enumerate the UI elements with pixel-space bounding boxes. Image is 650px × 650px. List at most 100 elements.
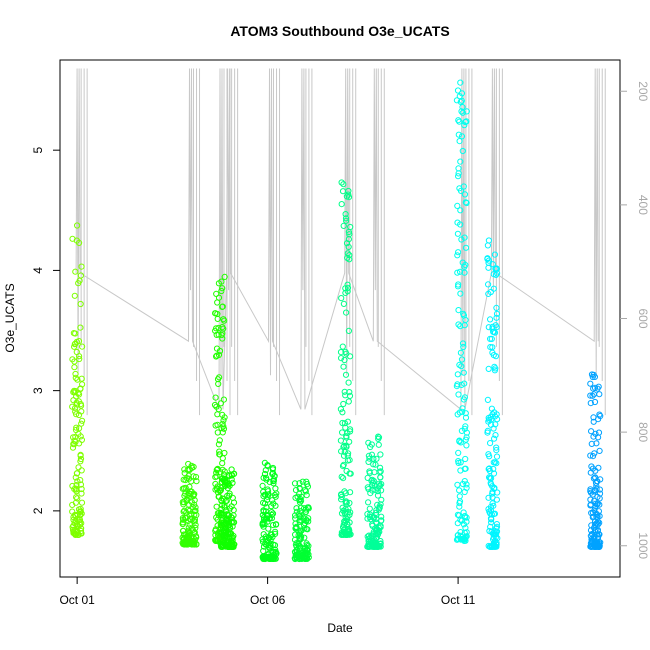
data-point — [261, 459, 268, 466]
data-point — [292, 531, 299, 538]
data-point — [338, 201, 345, 208]
data-point — [340, 222, 347, 229]
data-point — [596, 531, 603, 538]
data-point — [456, 409, 463, 416]
data-point — [270, 480, 277, 487]
data-point — [212, 474, 219, 481]
data-point — [338, 473, 345, 480]
data-point — [342, 525, 349, 532]
data-point — [304, 526, 311, 533]
data-point — [219, 303, 226, 310]
data-point — [71, 387, 78, 394]
data-point — [78, 420, 85, 427]
data-point — [75, 464, 82, 471]
data-point — [345, 243, 352, 250]
x-tick-label: Oct 11 — [441, 593, 476, 607]
data-point — [271, 473, 278, 480]
data-point — [182, 484, 189, 491]
data-point — [596, 501, 603, 508]
data-point — [588, 428, 595, 435]
data-point — [342, 490, 349, 497]
data-point — [78, 408, 85, 415]
data-point — [297, 554, 304, 561]
y2-tick-label: 1000 — [636, 532, 650, 559]
pressure-trace — [75, 68, 606, 416]
data-point — [69, 501, 76, 508]
data-point — [377, 451, 384, 458]
data-point — [461, 191, 469, 198]
data-point — [458, 90, 466, 97]
data-point — [301, 525, 308, 532]
data-point — [370, 455, 377, 462]
y2-tick-label: 400 — [636, 195, 650, 215]
data-point — [265, 488, 272, 495]
data-point — [342, 371, 350, 378]
data-point — [260, 493, 267, 500]
data-point — [461, 322, 468, 329]
data-point — [455, 173, 462, 180]
data-point — [462, 524, 469, 532]
data-point — [342, 289, 349, 296]
data-point — [213, 331, 220, 338]
y2-tick-label: 800 — [636, 422, 650, 442]
y-axis-label: O3e_UCATS — [3, 283, 17, 352]
data-point — [185, 517, 192, 525]
data-point — [365, 486, 372, 493]
data-point — [587, 489, 595, 496]
data-point — [292, 487, 300, 494]
data-point — [487, 288, 494, 296]
data-point — [347, 489, 354, 496]
data-point — [461, 122, 468, 129]
data-point — [77, 455, 85, 463]
data-point — [456, 118, 463, 125]
data-point — [259, 512, 266, 519]
data-point — [492, 271, 500, 278]
data-points — [69, 79, 604, 563]
data-point — [338, 295, 345, 302]
data-point — [369, 522, 376, 530]
data-point — [493, 453, 501, 460]
data-point — [459, 147, 466, 155]
data-point — [69, 235, 76, 242]
data-point — [372, 519, 380, 526]
data-point — [484, 396, 491, 403]
data-point — [216, 437, 223, 444]
data-point — [295, 542, 302, 549]
data-point — [69, 444, 77, 451]
data-point — [588, 440, 595, 447]
chart-title: ATOM3 Southbound O3e_UCATS — [230, 23, 449, 39]
y-tick-label: 2 — [31, 507, 45, 514]
data-point — [269, 464, 277, 472]
data-point — [265, 525, 272, 532]
data-point — [492, 322, 499, 329]
data-point — [456, 268, 464, 275]
data-point — [463, 199, 470, 207]
data-point — [187, 539, 194, 546]
data-point — [596, 391, 603, 398]
data-point — [454, 252, 461, 259]
data-point — [223, 542, 230, 549]
data-point — [72, 408, 79, 415]
data-point — [229, 542, 236, 549]
data-point — [595, 521, 602, 528]
data-point — [268, 511, 275, 519]
data-point — [462, 118, 469, 126]
data-point — [590, 418, 597, 425]
data-point — [71, 292, 78, 299]
data-point — [298, 555, 305, 563]
data-point — [489, 483, 496, 490]
data-point — [457, 349, 464, 356]
data-point — [597, 476, 604, 483]
data-point — [73, 411, 80, 418]
data-point — [77, 477, 84, 484]
data-point — [193, 478, 200, 485]
data-point — [489, 490, 496, 497]
data-point — [487, 421, 495, 428]
data-point — [231, 519, 238, 526]
data-point — [344, 284, 352, 291]
data-point — [346, 438, 353, 445]
data-point — [593, 440, 600, 447]
data-point — [339, 463, 347, 470]
data-point — [78, 402, 85, 409]
